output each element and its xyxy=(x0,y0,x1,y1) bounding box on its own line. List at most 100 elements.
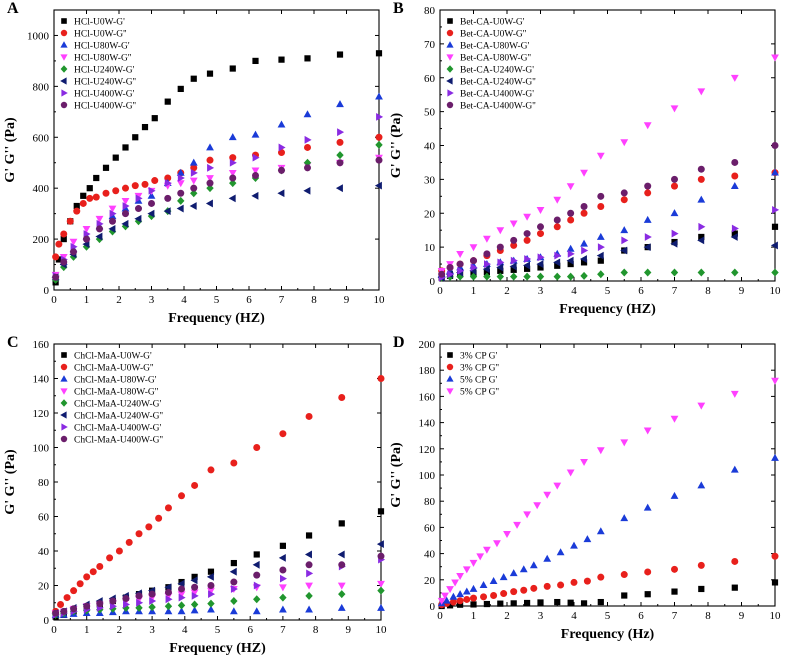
data-point xyxy=(305,605,313,613)
data-point xyxy=(509,262,517,271)
data-point xyxy=(597,243,605,252)
y-tick-label: 30 xyxy=(424,174,436,186)
data-point xyxy=(375,50,383,57)
data-point xyxy=(141,180,149,188)
data-point xyxy=(178,492,186,500)
data-point xyxy=(178,585,186,593)
data-point xyxy=(304,135,312,144)
data-point xyxy=(457,266,465,275)
data-point xyxy=(771,142,779,149)
data-point xyxy=(510,266,517,273)
data-point xyxy=(510,236,518,244)
data-point xyxy=(597,202,605,210)
data-point xyxy=(338,520,345,527)
x-tick-label: 7 xyxy=(279,294,285,306)
data-point xyxy=(279,430,287,438)
data-point xyxy=(177,591,186,599)
data-point xyxy=(305,561,313,569)
data-point xyxy=(644,568,652,576)
data-point xyxy=(122,144,129,151)
legend-marker xyxy=(447,352,453,358)
data-point xyxy=(151,115,158,122)
data-point xyxy=(566,469,575,477)
legend-label: HCl-U240W-G'' xyxy=(74,78,136,88)
data-point xyxy=(567,260,574,268)
data-point xyxy=(456,590,464,598)
data-point xyxy=(155,514,163,522)
data-point xyxy=(228,194,236,203)
y-tick-label: 1000 xyxy=(27,30,50,42)
data-point xyxy=(135,205,142,213)
data-point xyxy=(731,557,739,565)
legend-label: HCl-U400W-G' xyxy=(74,90,135,100)
data-point xyxy=(305,532,313,539)
data-point xyxy=(190,589,199,597)
legend-marker xyxy=(61,423,68,431)
data-point xyxy=(149,597,157,605)
plot-frame xyxy=(53,9,380,291)
data-point xyxy=(83,602,91,610)
data-point xyxy=(73,202,80,210)
data-point xyxy=(469,244,478,252)
y-tick-label: 20 xyxy=(38,581,50,593)
x-tick-label: 0 xyxy=(437,285,443,297)
data-point xyxy=(377,552,385,560)
legend-marker xyxy=(446,388,454,395)
x-tick-label: 1 xyxy=(471,285,477,297)
data-point xyxy=(304,55,311,62)
data-point xyxy=(164,602,173,611)
legend-marker xyxy=(60,54,68,61)
data-point xyxy=(537,253,545,262)
data-point xyxy=(480,593,488,601)
data-point xyxy=(177,601,186,610)
data-point xyxy=(279,542,286,549)
data-point xyxy=(771,377,779,385)
data-point xyxy=(337,550,345,559)
data-point xyxy=(497,267,504,274)
data-point xyxy=(570,578,578,586)
series-6 xyxy=(52,555,386,619)
data-point xyxy=(513,521,521,529)
data-point xyxy=(554,251,562,260)
data-point xyxy=(89,568,97,576)
data-point xyxy=(509,220,518,228)
x-tick-label: 7 xyxy=(672,610,678,622)
data-point xyxy=(670,105,679,113)
data-point xyxy=(377,508,385,515)
y-tick-label: 160 xyxy=(419,391,436,403)
legend-label: ChCl-MaA-U80W-G'' xyxy=(74,388,158,398)
x-axis-title: Frequency (HZ) xyxy=(169,641,266,656)
series-2 xyxy=(51,92,383,281)
y-tick-label: 40 xyxy=(38,546,50,558)
data-point xyxy=(375,92,383,100)
legend-label: ChCl-MaA-U0W-G'' xyxy=(74,364,154,374)
data-point xyxy=(86,185,93,192)
data-point xyxy=(620,571,628,579)
data-point xyxy=(567,216,575,224)
data-point xyxy=(106,554,114,562)
legend-marker xyxy=(61,18,67,24)
series-7 xyxy=(52,156,383,281)
data-point xyxy=(82,226,91,234)
legend-marker xyxy=(61,352,67,358)
series-6 xyxy=(52,113,384,280)
y-tick-label: 140 xyxy=(33,374,50,386)
data-point xyxy=(122,202,130,210)
data-point xyxy=(567,209,575,217)
data-point xyxy=(698,233,705,241)
data-point xyxy=(190,169,198,177)
data-point xyxy=(536,272,545,281)
data-point xyxy=(251,191,259,200)
data-point xyxy=(449,592,458,600)
y-tick-label: 60 xyxy=(424,522,436,534)
legend-label: Bet-CA-U80W-G' xyxy=(460,42,530,52)
data-point xyxy=(579,255,587,263)
data-point xyxy=(305,591,313,600)
data-point xyxy=(191,573,198,580)
y-tick-label: 800 xyxy=(33,81,50,93)
data-point xyxy=(671,588,678,595)
y-tick-label: 70 xyxy=(424,39,436,51)
data-point xyxy=(92,193,100,201)
data-point xyxy=(230,585,238,593)
data-point xyxy=(644,182,652,190)
